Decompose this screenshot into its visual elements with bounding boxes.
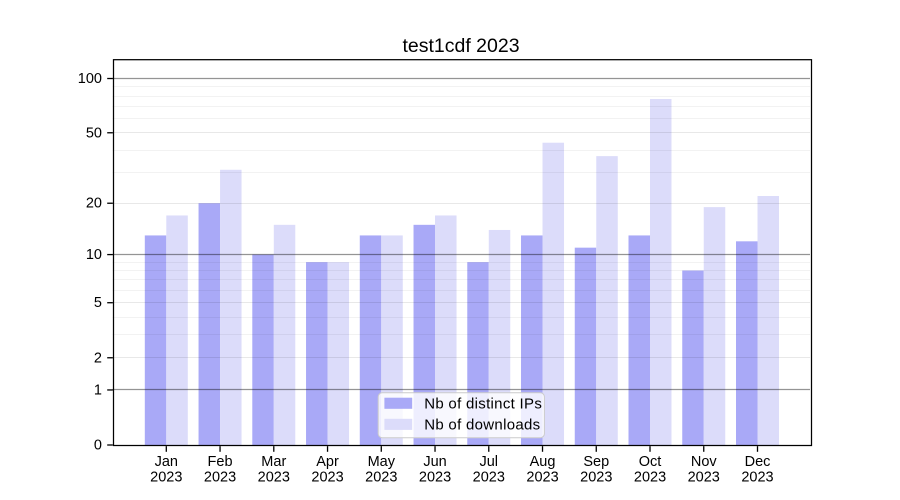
svg-text:100: 100 xyxy=(78,71,102,87)
svg-text:Jan: Jan xyxy=(155,454,178,470)
svg-text:Mar: Mar xyxy=(261,454,286,470)
svg-text:1: 1 xyxy=(94,382,102,398)
svg-text:2023: 2023 xyxy=(258,469,290,485)
svg-text:2023: 2023 xyxy=(526,469,558,485)
svg-text:Dec: Dec xyxy=(745,454,771,470)
svg-text:Jul: Jul xyxy=(479,454,498,470)
svg-text:20: 20 xyxy=(86,196,102,212)
svg-text:0: 0 xyxy=(94,438,102,454)
svg-text:Sep: Sep xyxy=(583,454,609,470)
svg-text:Nb of distinct IPs: Nb of distinct IPs xyxy=(424,396,542,413)
svg-text:Oct: Oct xyxy=(639,454,662,470)
svg-text:Nb of downloads: Nb of downloads xyxy=(424,417,540,434)
svg-text:Feb: Feb xyxy=(208,454,233,470)
svg-text:2023: 2023 xyxy=(311,469,343,485)
svg-text:2023: 2023 xyxy=(204,469,236,485)
svg-text:2: 2 xyxy=(94,350,102,366)
svg-text:Jun: Jun xyxy=(423,454,446,470)
svg-text:Apr: Apr xyxy=(316,454,339,470)
svg-text:10: 10 xyxy=(86,247,102,263)
svg-text:50: 50 xyxy=(86,125,102,141)
svg-text:2023: 2023 xyxy=(688,469,720,485)
svg-text:2023: 2023 xyxy=(365,469,397,485)
svg-text:2023: 2023 xyxy=(741,469,773,485)
svg-text:May: May xyxy=(368,454,396,470)
svg-text:2023: 2023 xyxy=(580,469,612,485)
svg-text:5: 5 xyxy=(94,295,102,311)
svg-text:Aug: Aug xyxy=(530,454,556,470)
svg-text:2023: 2023 xyxy=(150,469,182,485)
svg-text:test1cdf 2023: test1cdf 2023 xyxy=(402,35,519,57)
svg-text:Nov: Nov xyxy=(691,454,718,470)
svg-text:2023: 2023 xyxy=(419,469,451,485)
svg-text:2023: 2023 xyxy=(473,469,505,485)
svg-text:2023: 2023 xyxy=(634,469,666,485)
